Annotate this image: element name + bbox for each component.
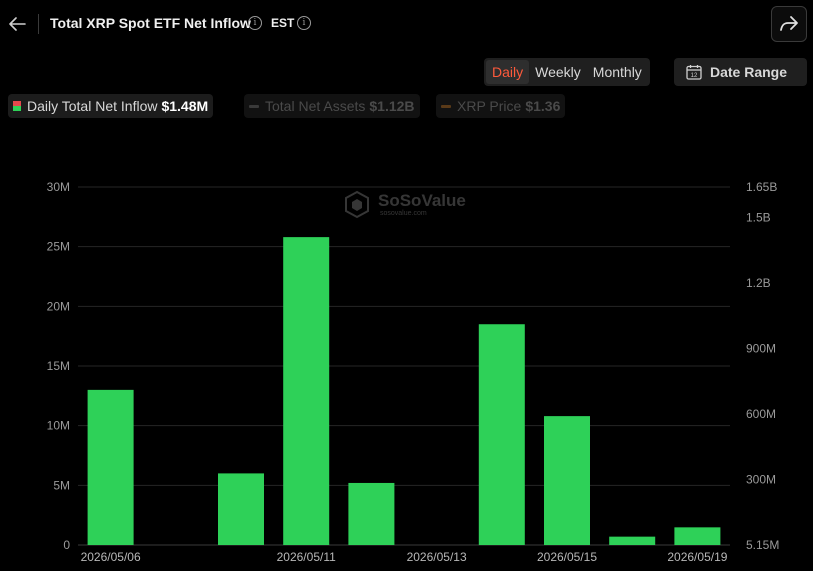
period-daily-button[interactable]: Daily (486, 60, 530, 84)
share-button[interactable] (771, 6, 807, 42)
x-tick-label: 2026/05/19 (667, 550, 727, 564)
inflow-bar-chart: SoSoValue sosovalue.com 0 5M 10M 15M 20M 25M 3… (47, 180, 780, 564)
legend-xrp-price[interactable]: XRP Price $1.36 (436, 94, 566, 118)
y2-tick-label: 600M (746, 407, 776, 421)
y-tick-label: 30M (47, 180, 70, 194)
bar (674, 527, 721, 545)
page-title: Total XRP Spot ETF Net Inflow (50, 15, 251, 31)
x-tick-label: 2026/05/11 (277, 550, 336, 564)
y2-tick-label: 300M (746, 473, 776, 487)
date-range-button[interactable]: 12 Date Range (674, 58, 807, 86)
calendar-icon: 12 (686, 65, 702, 80)
timezone-label: EST (271, 16, 295, 30)
y2-tick-label: 1.5B (746, 211, 771, 225)
x-tick-label: 2026/05/13 (407, 550, 467, 564)
bar (283, 237, 330, 545)
y2-tick-label: 1.2B (746, 276, 771, 290)
period-toggle: Daily Weekly Monthly (484, 58, 650, 86)
arrow-left-icon (9, 17, 26, 31)
legend-swatch (13, 101, 21, 111)
period-monthly-button[interactable]: Monthly (592, 64, 642, 80)
header-divider (38, 14, 39, 34)
y-tick-label: 15M (47, 359, 70, 373)
legend-label: Total Net Assets (265, 98, 366, 114)
info-icon: i (297, 16, 311, 30)
title-info-button[interactable]: i (248, 16, 262, 30)
legend-label: XRP Price (457, 98, 522, 114)
date-range-label: Date Range (710, 64, 788, 80)
legend-value: $1.48M (161, 98, 209, 114)
back-button[interactable] (6, 12, 28, 36)
bar (87, 389, 134, 545)
y-tick-label: 5M (53, 478, 70, 492)
y-tick-label: 10M (47, 419, 70, 433)
watermark-brand: SoSoValue (378, 191, 466, 210)
chart-grid (78, 186, 730, 546)
timezone-info-button[interactable]: i (297, 16, 311, 30)
period-weekly-button[interactable]: Weekly (535, 64, 581, 80)
info-icon: i (248, 16, 262, 30)
legend-value: $1.12B (369, 98, 415, 114)
y-tick-label: 25M (47, 240, 70, 254)
bar (478, 324, 525, 545)
bar (609, 536, 656, 545)
legend-label: Daily Total Net Inflow (27, 98, 158, 114)
legend-total-net-assets[interactable]: Total Net Assets $1.12B (244, 94, 420, 118)
y-tick-label: 20M (47, 299, 70, 313)
legend-value: $1.36 (525, 98, 561, 114)
y2-tick-label: 900M (746, 342, 776, 356)
share-icon (780, 16, 798, 31)
watermark-url: sosovalue.com (380, 210, 427, 217)
y2-tick-label: 5.15M (746, 538, 779, 552)
header-bar: Total XRP Spot ETF Net Inflow i EST i (0, 0, 813, 48)
svg-text:12: 12 (691, 73, 698, 79)
legend-swatch (249, 104, 259, 108)
bar (544, 416, 590, 545)
legend-daily-net-inflow[interactable]: Daily Total Net Inflow $1.48M (8, 94, 214, 118)
legend-swatch (441, 104, 451, 108)
bar (348, 482, 395, 545)
y-tick-label: 0 (63, 538, 70, 552)
bar (218, 473, 264, 545)
x-tick-label: 2026/05/06 (81, 550, 141, 564)
y2-tick-label: 1.65B (746, 180, 777, 194)
x-tick-label: 2026/05/15 (537, 550, 597, 564)
watermark: SoSoValue sosovalue.com (345, 190, 466, 219)
